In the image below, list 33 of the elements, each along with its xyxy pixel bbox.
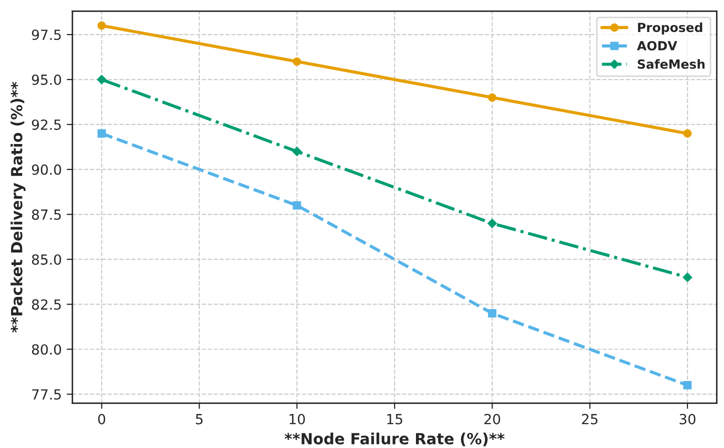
x-axis-title: **Node Failure Rate (%)**: [284, 432, 505, 446]
point: [488, 309, 496, 318]
point: [96, 74, 107, 84]
y-tick-label: 97.5: [32, 30, 61, 40]
point: [292, 201, 302, 210]
point: [488, 93, 496, 102]
point: [487, 218, 498, 228]
x-tick-label: 5: [196, 414, 203, 424]
y-tick-label: 80.0: [32, 344, 62, 355]
point: [292, 146, 302, 156]
point: [98, 21, 106, 30]
point: [683, 381, 692, 390]
legend-label: AODV: [636, 41, 678, 50]
y-tick-label: 85.0: [32, 254, 62, 265]
y-axis-title: **Packet Delivery Ratio (%)**: [10, 82, 26, 333]
point: [292, 57, 302, 66]
x-tick-label: 30: [680, 414, 696, 424]
y-tick-label: 77.5: [32, 389, 61, 400]
x-tick-label: 20: [484, 414, 500, 424]
point: [683, 129, 692, 138]
point: [682, 272, 692, 282]
point: [98, 129, 106, 138]
y-tick-label: 87.5: [32, 209, 61, 220]
y-tick-label: 82.5: [32, 299, 61, 310]
x-tick-label: 25: [582, 414, 598, 424]
y-tick-label: 92.5: [32, 119, 61, 130]
x-tick-label: 15: [387, 414, 402, 424]
x-tick-label: 10: [290, 414, 305, 424]
y-tick-label: 95.0: [32, 74, 62, 86]
legend-label: Proposed: [638, 22, 702, 35]
x-tick-label: 0: [98, 414, 106, 424]
y-tick-label: 90.0: [32, 164, 62, 175]
legend-label: SafeMesh: [638, 59, 705, 69]
